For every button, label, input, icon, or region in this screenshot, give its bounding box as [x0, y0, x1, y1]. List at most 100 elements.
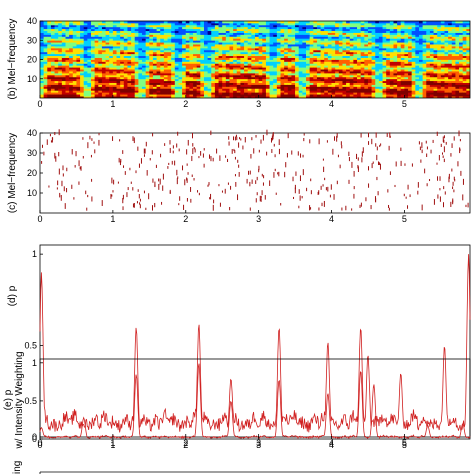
- heatmap-cell: [364, 28, 369, 32]
- heatmap-cell: [360, 80, 365, 83]
- heatmap-cell: [360, 38, 365, 41]
- heatmap-cell: [211, 55, 216, 58]
- heatmap-cell: [58, 74, 63, 78]
- heatmap-cell: [109, 65, 114, 68]
- heatmap-cell: [211, 30, 216, 33]
- heatmap-cell: [298, 24, 303, 28]
- heatmap-cell: [342, 24, 347, 28]
- heatmap-cell: [408, 34, 413, 37]
- heatmap-cell: [112, 78, 117, 82]
- heatmap-cell: [167, 92, 172, 95]
- heatmap-cell: [196, 61, 201, 64]
- heatmap-cell: [404, 84, 409, 87]
- heatmap-cell: [408, 61, 413, 64]
- heatmap-cell: [306, 63, 311, 66]
- heatmap-cell: [371, 59, 376, 62]
- heatmap-cell: [397, 96, 402, 98]
- heatmap-cell: [160, 74, 165, 78]
- heatmap-cell: [116, 63, 121, 66]
- heatmap-cell: [43, 78, 48, 82]
- heatmap-cell: [335, 22, 340, 26]
- heatmap-cell: [313, 88, 318, 91]
- heatmap-cell: [178, 94, 183, 97]
- heatmap-cell: [196, 71, 201, 74]
- heatmap-cell: [375, 21, 380, 24]
- heatmap-cell: [462, 49, 467, 53]
- heatmap-cell: [313, 65, 318, 68]
- heatmap-cell: [280, 22, 285, 26]
- heatmap-cell: [127, 84, 132, 87]
- heatmap-cell: [193, 44, 198, 47]
- heatmap-cell: [440, 96, 445, 98]
- heatmap-cell: [123, 80, 128, 83]
- heatmap-cell: [306, 80, 311, 83]
- heatmap-cell: [280, 92, 285, 95]
- heatmap-cell: [40, 61, 45, 64]
- heatmap-cell: [324, 80, 329, 83]
- heatmap-cell: [360, 47, 365, 51]
- heatmap-cell: [50, 36, 55, 39]
- heatmap-cell: [331, 21, 336, 24]
- heatmap-cell: [189, 72, 194, 76]
- heatmap-cell: [120, 67, 125, 70]
- heatmap-cell: [83, 74, 88, 78]
- heatmap-cell: [448, 57, 453, 60]
- heatmap-cell: [160, 63, 165, 66]
- heatmap-cell: [149, 74, 154, 78]
- heatmap-cell: [462, 94, 467, 97]
- heatmap-cell: [357, 53, 362, 57]
- heatmap-cell: [262, 67, 267, 70]
- heatmap-cell: [444, 46, 449, 49]
- heatmap-cell: [98, 24, 103, 28]
- heatmap-cell: [112, 34, 117, 37]
- heatmap-cell: [335, 80, 340, 83]
- heatmap-cell: [200, 22, 205, 26]
- heatmap-cell: [393, 92, 398, 95]
- heatmap-cell: [142, 80, 147, 83]
- heatmap-cell: [316, 53, 321, 57]
- heatmap-cell: [196, 59, 201, 62]
- heatmap-cell: [160, 76, 165, 80]
- heatmap-cell: [196, 92, 201, 95]
- heatmap-cell: [101, 92, 106, 95]
- heatmap-cell: [302, 57, 307, 60]
- heatmap-cell: [149, 49, 154, 53]
- heatmap-cell: [218, 46, 223, 49]
- heatmap-cell: [247, 67, 252, 70]
- heatmap-cell: [47, 44, 52, 47]
- heatmap-cell: [346, 22, 351, 26]
- heatmap-cell: [131, 86, 136, 89]
- heatmap-cell: [58, 53, 63, 57]
- heatmap-cell: [360, 61, 365, 64]
- heatmap-cell: [280, 57, 285, 60]
- heatmap-cell: [225, 63, 230, 66]
- heatmap-cell: [291, 40, 296, 43]
- heatmap-cell: [349, 21, 354, 24]
- heatmap-cell: [309, 69, 314, 72]
- heatmap-cell: [415, 67, 420, 70]
- heatmap-cell: [156, 30, 161, 33]
- heatmap-cell: [466, 40, 470, 43]
- heatmap-cell: [415, 84, 420, 87]
- heatmap-cell: [207, 69, 212, 72]
- heatmap-cell: [338, 53, 343, 57]
- heatmap-cell: [244, 72, 249, 76]
- heatmap-cell: [462, 57, 467, 60]
- heatmap-cell: [371, 67, 376, 70]
- heatmap-cell: [105, 88, 110, 91]
- heatmap-cell: [87, 69, 92, 72]
- heatmap-cell: [196, 22, 201, 26]
- heatmap-cell: [265, 63, 270, 66]
- heatmap-cell: [415, 42, 420, 45]
- heatmap-cell: [72, 32, 77, 35]
- heatmap-cell: [349, 61, 354, 64]
- heatmap-cell: [240, 67, 245, 70]
- heatmap-cell: [309, 49, 314, 53]
- heatmap-cell: [346, 28, 351, 32]
- heatmap-cell: [94, 82, 99, 85]
- heatmap-cell: [331, 42, 336, 45]
- heatmap-cell: [291, 84, 296, 87]
- heatmap-cell: [43, 92, 48, 95]
- heatmap-cell: [327, 94, 332, 97]
- heatmap-cell: [40, 51, 45, 55]
